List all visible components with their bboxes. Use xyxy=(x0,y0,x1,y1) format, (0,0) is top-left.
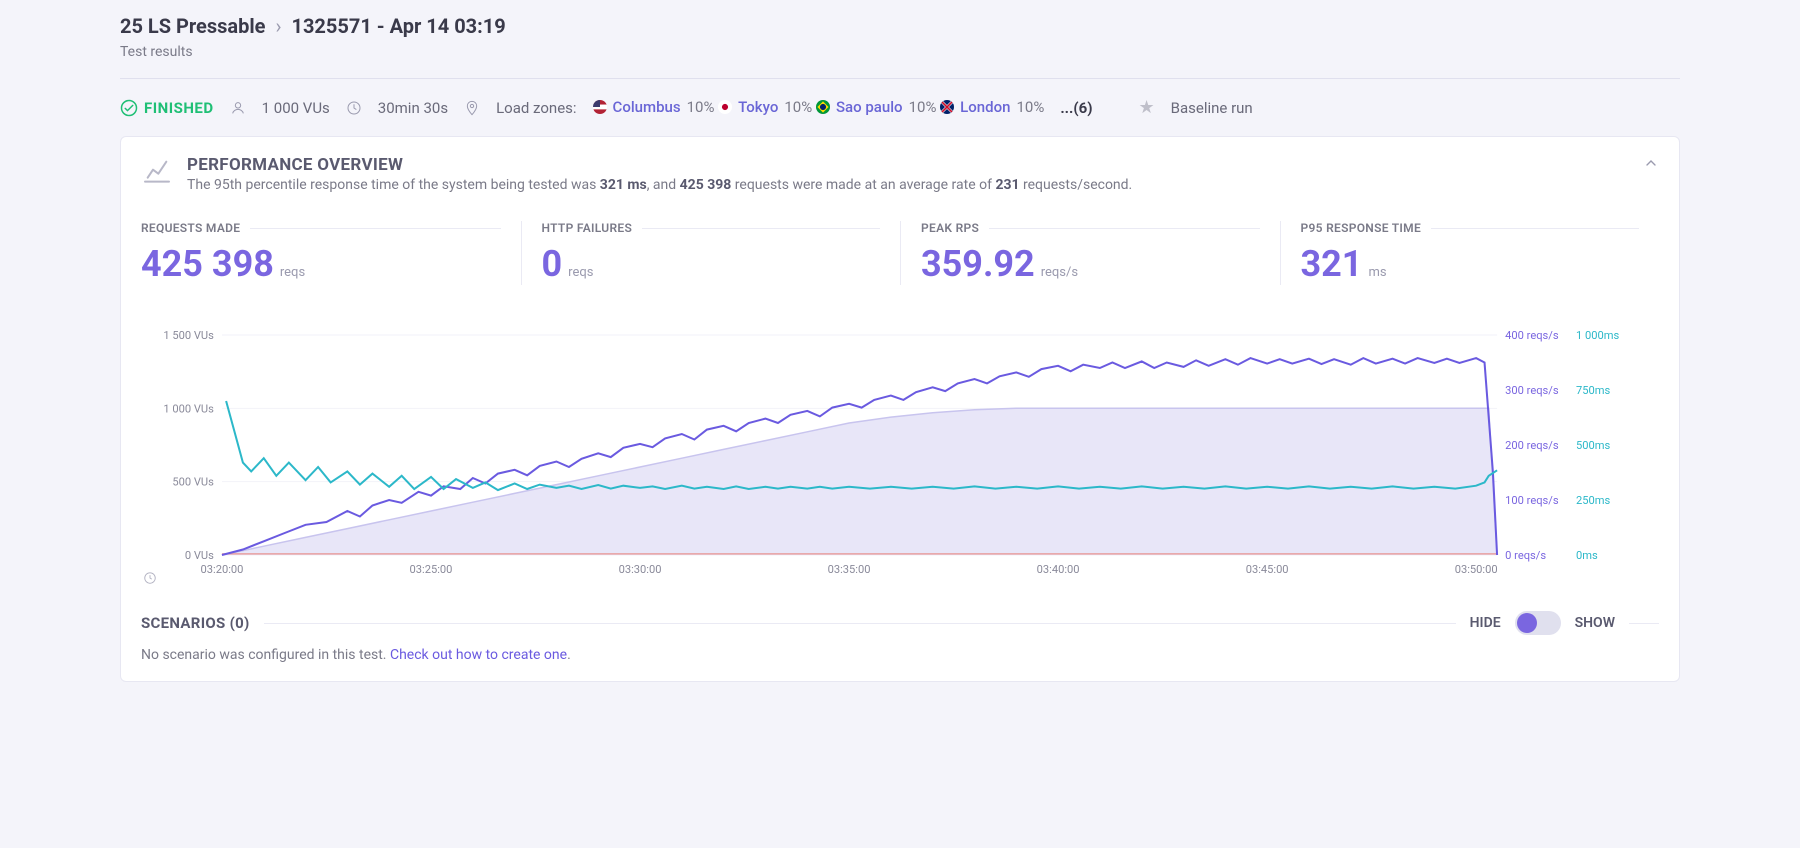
star-icon[interactable]: ★ xyxy=(1138,97,1154,118)
divider xyxy=(120,78,1680,79)
flag-icon xyxy=(718,100,732,114)
svg-text:03:25:00: 03:25:00 xyxy=(410,563,453,576)
scenarios-header: SCENARIOS (0) HIDE SHOW xyxy=(141,611,1659,635)
svg-text:03:50:00: 03:50:00 xyxy=(1455,563,1498,576)
svg-text:0 reqs/s: 0 reqs/s xyxy=(1505,549,1546,562)
chevron-up-icon[interactable] xyxy=(1643,155,1659,175)
zone-london[interactable]: London 10% xyxy=(940,98,1044,116)
metric-requests-made: REQUESTS MADE 425 398reqs xyxy=(141,221,521,285)
breadcrumb: 25 LS Pressable › 1325571 - Apr 14 03:19 xyxy=(120,14,1680,38)
performance-chart: 0 VUs 500 VUs 1 000 VUs 1 500 VUs 0 reqs/s 10… xyxy=(141,325,1659,585)
scenarios-toggle[interactable] xyxy=(1515,611,1561,635)
breadcrumb-project[interactable]: 25 LS Pressable xyxy=(120,14,265,38)
status-vus: 1 000 VUs xyxy=(262,99,330,117)
performance-overview-card: PERFORMANCE OVERVIEW The 95th percentile… xyxy=(120,136,1680,682)
zone-sao-paulo[interactable]: Sao paulo 10% xyxy=(816,98,936,116)
metric-peak-rps: PEAK RPS 359.92reqs/s xyxy=(900,221,1280,285)
svg-text:03:40:00: 03:40:00 xyxy=(1037,563,1080,576)
svg-text:200 reqs/s: 200 reqs/s xyxy=(1505,439,1559,452)
svg-text:03:45:00: 03:45:00 xyxy=(1246,563,1289,576)
scenarios-title: SCENARIOS (0) xyxy=(141,614,250,632)
svg-text:100 reqs/s: 100 reqs/s xyxy=(1505,494,1559,507)
breadcrumb-run[interactable]: 1325571 - Apr 14 03:19 xyxy=(291,14,505,38)
flag-icon xyxy=(593,100,607,114)
svg-text:03:30:00: 03:30:00 xyxy=(619,563,662,576)
show-label: SHOW xyxy=(1575,615,1615,631)
overview-title: PERFORMANCE OVERVIEW xyxy=(187,155,1132,175)
metric-http-failures: HTTP FAILURES 0reqs xyxy=(521,221,901,285)
status-duration: 30min 30s xyxy=(378,99,448,117)
metric-p95-response-time: P95 RESPONSE TIME 321ms xyxy=(1280,221,1660,285)
svg-text:03:35:00: 03:35:00 xyxy=(828,563,871,576)
clock-icon xyxy=(143,571,157,589)
status-line: FINISHED 1 000 VUs 30min 30s Load zones:… xyxy=(120,97,1680,118)
check-circle-icon xyxy=(120,99,138,117)
svg-text:1 000ms: 1 000ms xyxy=(1576,329,1620,342)
metrics-row: REQUESTS MADE 425 398reqsHTTP FAILURES 0… xyxy=(141,221,1659,285)
user-icon xyxy=(230,100,246,116)
status-finished: FINISHED xyxy=(120,99,214,117)
zones-label: Load zones: xyxy=(496,99,576,117)
zone-columbus[interactable]: Columbus 10% xyxy=(593,98,715,116)
more-zones[interactable]: ...(6) xyxy=(1060,99,1092,117)
baseline-run[interactable]: Baseline run xyxy=(1171,99,1253,117)
overview-description: The 95th percentile response time of the… xyxy=(187,177,1132,193)
svg-text:1 000 VUs: 1 000 VUs xyxy=(163,402,214,415)
flag-icon xyxy=(940,100,954,114)
svg-text:750ms: 750ms xyxy=(1576,384,1611,397)
location-icon xyxy=(464,100,480,116)
flag-icon xyxy=(816,100,830,114)
svg-text:0ms: 0ms xyxy=(1576,549,1598,562)
svg-text:1 500 VUs: 1 500 VUs xyxy=(163,329,214,342)
hide-label: HIDE xyxy=(1470,615,1501,631)
svg-text:03:20:00: 03:20:00 xyxy=(201,563,244,576)
svg-text:500 VUs: 500 VUs xyxy=(172,476,214,489)
clock-icon xyxy=(346,100,362,116)
zone-tokyo[interactable]: Tokyo 10% xyxy=(718,98,812,116)
scenarios-message: No scenario was configured in this test.… xyxy=(141,647,1659,663)
create-scenario-link[interactable]: Check out how to create one xyxy=(390,647,567,663)
chart-icon xyxy=(141,155,173,191)
svg-text:0 VUs: 0 VUs xyxy=(185,549,214,562)
chevron-right-icon: › xyxy=(275,14,281,38)
page-subtitle: Test results xyxy=(120,44,1680,60)
svg-text:500ms: 500ms xyxy=(1576,439,1611,452)
svg-text:250ms: 250ms xyxy=(1576,494,1611,507)
svg-text:300 reqs/s: 300 reqs/s xyxy=(1505,384,1559,397)
svg-text:400 reqs/s: 400 reqs/s xyxy=(1505,329,1559,342)
